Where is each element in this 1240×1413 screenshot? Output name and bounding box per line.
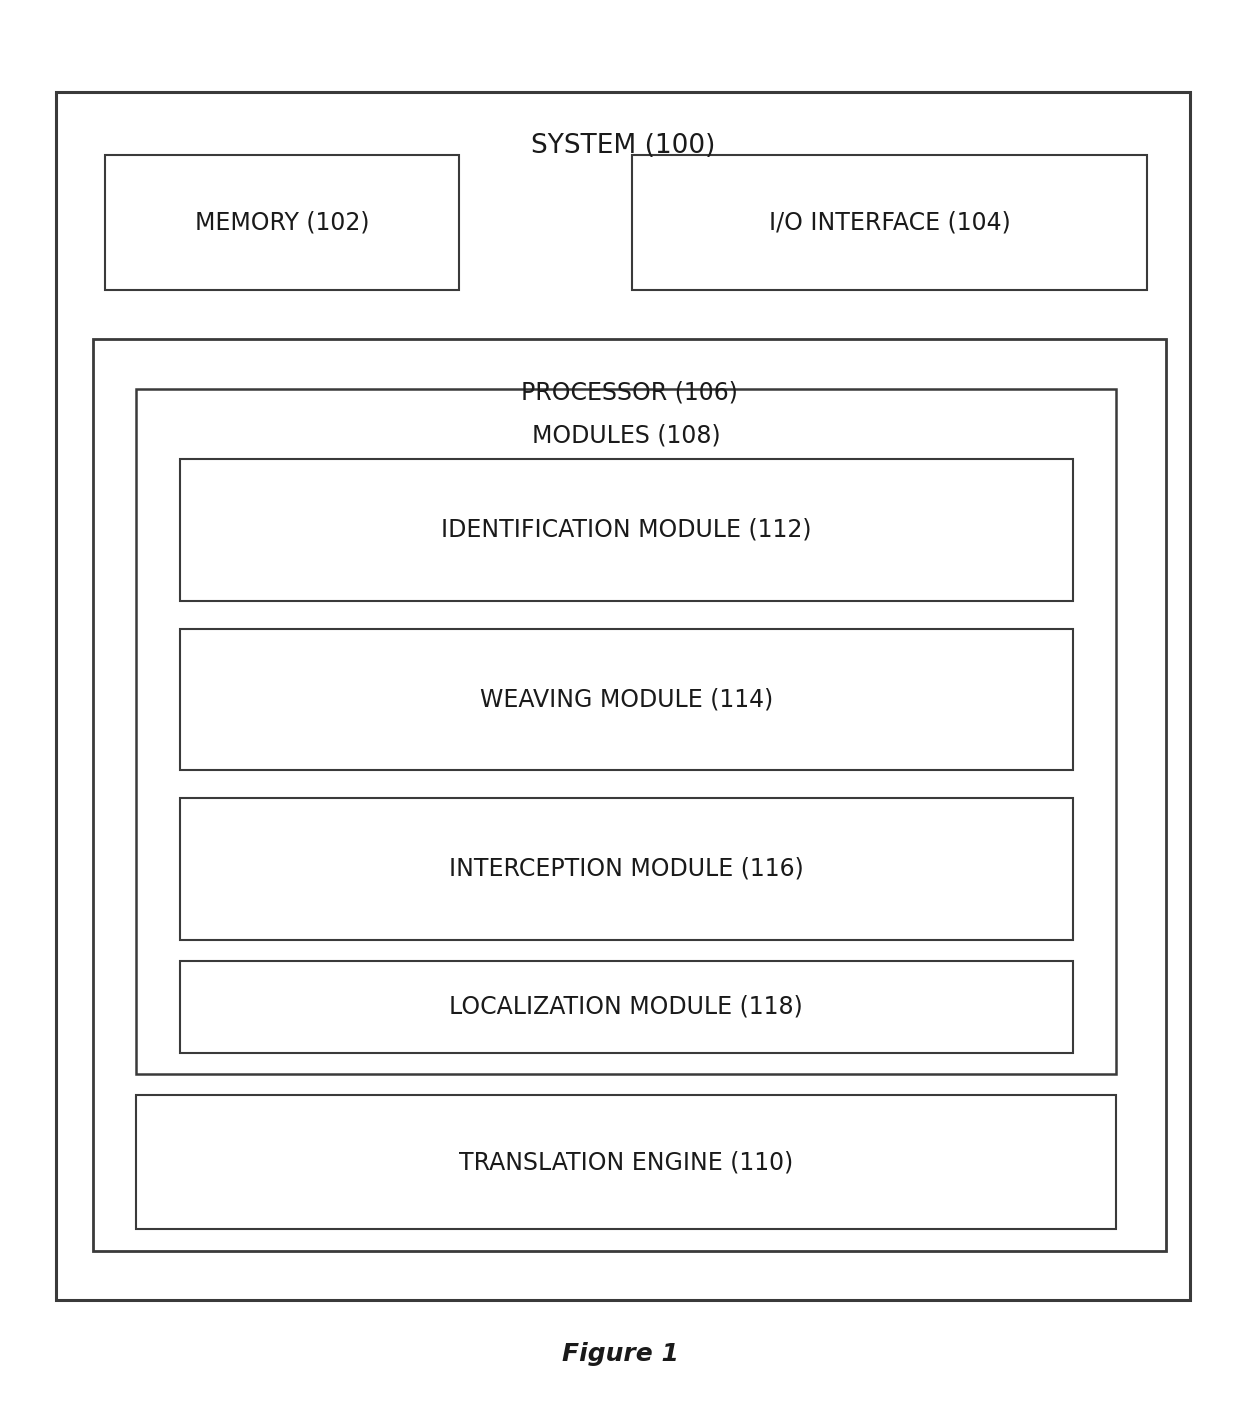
Text: MODULES (108): MODULES (108) (532, 424, 720, 447)
Bar (180, 629, 1073, 770)
Text: IDENTIFICATION MODULE (112): IDENTIFICATION MODULE (112) (441, 519, 811, 541)
Text: I/O INTERFACE (104): I/O INTERFACE (104) (769, 211, 1011, 235)
Text: LOCALIZATION MODULE (118): LOCALIZATION MODULE (118) (449, 995, 804, 1019)
Text: TRANSLATION ENGINE (110): TRANSLATION ENGINE (110) (459, 1150, 794, 1174)
Bar (180, 961, 1073, 1053)
Bar (136, 1095, 1116, 1229)
Text: SYSTEM (100): SYSTEM (100) (531, 133, 715, 158)
Text: Figure 1: Figure 1 (562, 1342, 678, 1365)
Bar (105, 155, 459, 290)
Bar (56, 92, 1190, 1300)
Text: WEAVING MODULE (114): WEAVING MODULE (114) (480, 688, 773, 711)
Text: INTERCEPTION MODULE (116): INTERCEPTION MODULE (116) (449, 858, 804, 880)
Bar (93, 339, 1166, 1251)
Bar (180, 798, 1073, 940)
Bar (632, 155, 1147, 290)
Bar (136, 389, 1116, 1074)
Text: MEMORY (102): MEMORY (102) (195, 211, 370, 235)
Text: PROCESSOR (106): PROCESSOR (106) (521, 382, 738, 404)
Bar (180, 459, 1073, 601)
